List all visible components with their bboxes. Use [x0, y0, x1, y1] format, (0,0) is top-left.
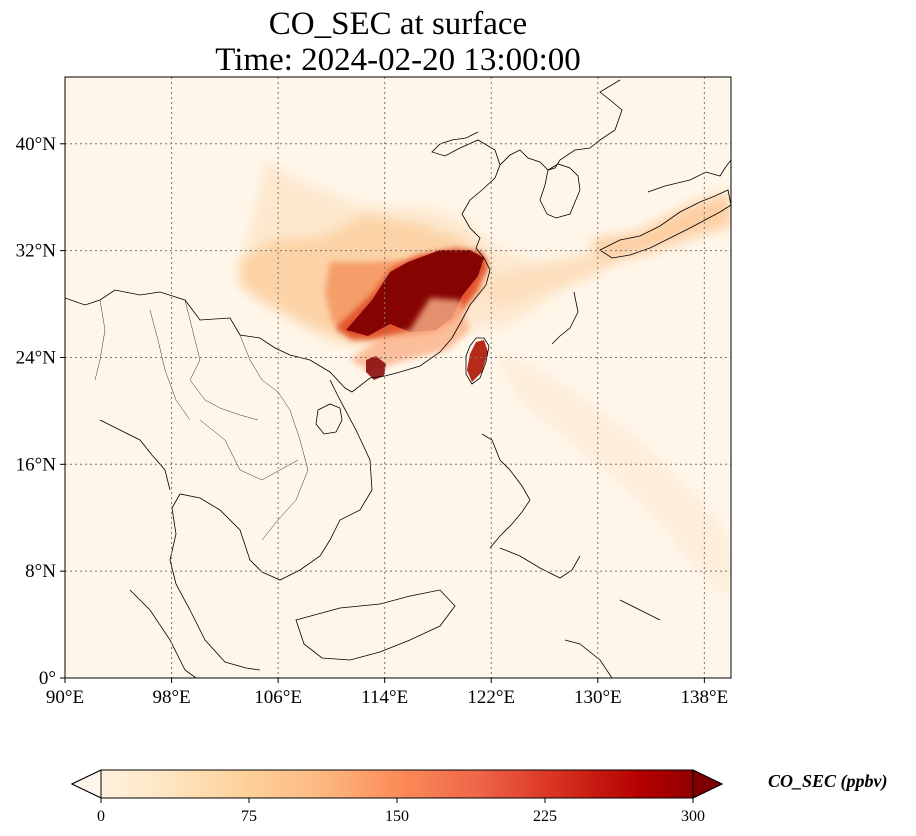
map-title-line2: Time: 2024-02-20 13:00:00 — [215, 42, 581, 78]
lat-tick-label: 16°N — [16, 454, 57, 475]
lat-tick-label: 40°N — [16, 134, 57, 155]
colorbar-tick-label: 150 — [385, 808, 409, 825]
coastlines — [65, 79, 731, 678]
colorbar: 0 75 150 225 300 — [70, 769, 724, 825]
lon-tick-label: 138°E — [681, 687, 729, 708]
hotspot-pearl-river-delta — [366, 356, 386, 380]
country-borders — [94, 299, 309, 541]
co-concentration-field — [240, 160, 731, 600]
lat-tick-label: 32°N — [16, 241, 57, 262]
colorbar-title: CO_SEC (ppbv) — [768, 771, 888, 791]
map-title-line1: CO_SEC at surface — [268, 6, 528, 42]
colorbar-tick-label: 225 — [533, 808, 557, 825]
lon-tick-label: 122°E — [467, 687, 515, 708]
lat-tick-label: 8°N — [25, 561, 56, 582]
colorbar-bar — [70, 769, 724, 799]
plume-western-pacific — [495, 350, 731, 600]
plume-east-china-sea — [485, 250, 610, 306]
colorbar-tick-label: 300 — [681, 808, 705, 825]
plume-japan — [590, 195, 730, 262]
colorbar-extend-max — [692, 769, 724, 799]
hotspot-taiwan — [467, 340, 488, 382]
colorbar-tick-label: 0 — [97, 808, 105, 825]
gridlines — [65, 77, 731, 678]
lat-tick-label: 0° — [39, 668, 56, 689]
latitude-axis: 0° 8°N 16°N 24°N 32°N 40°N — [16, 134, 65, 689]
lat-tick-label: 24°N — [16, 347, 57, 368]
colorbar-extend-min — [70, 769, 102, 799]
lon-tick-label: 90°E — [46, 687, 84, 708]
colorbar-tick-label: 75 — [241, 808, 257, 825]
lon-tick-label: 106°E — [254, 687, 302, 708]
map-frame — [64, 76, 732, 679]
colorbar-ticks: 0 75 150 225 300 — [97, 798, 705, 825]
longitude-axis: 90°E 98°E 106°E 114°E 122°E 130°E 138°E — [46, 678, 728, 708]
plume-southeast-coast — [350, 298, 470, 372]
lon-tick-label: 114°E — [361, 687, 408, 708]
lon-tick-label: 98°E — [152, 687, 190, 708]
map-background — [65, 77, 731, 678]
lon-tick-label: 130°E — [574, 687, 622, 708]
